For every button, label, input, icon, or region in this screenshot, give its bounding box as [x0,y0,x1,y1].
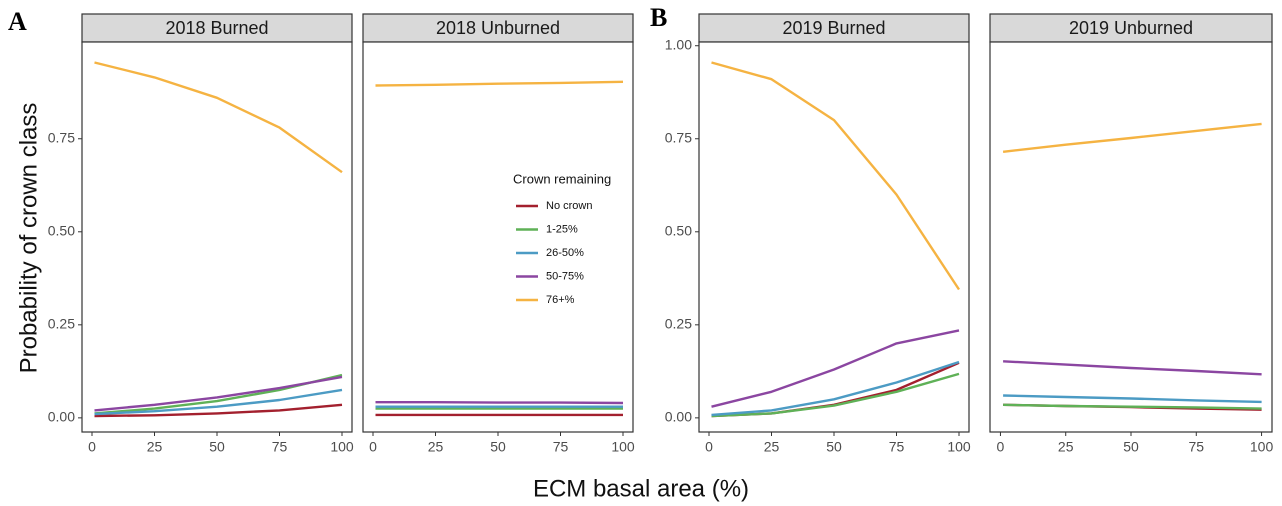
y-tick-label: 0.00 [665,409,692,425]
legend-label: 76+% [546,294,575,306]
x-tick-label: 100 [611,439,635,455]
x-tick-label: 50 [1123,439,1139,455]
y-tick-label: 0.25 [665,316,692,332]
x-tick-label: 0 [88,439,96,455]
y-tick-label: 0.50 [665,222,692,238]
series-line [1003,394,1262,404]
y-tick-label: 0.75 [48,129,75,145]
y-axis-title: Probability of crown class [15,103,42,374]
x-tick-label: 100 [330,439,354,455]
x-tick-label: 0 [705,439,713,455]
strip [81,13,353,43]
plot-area [81,41,353,433]
x-tick-label: 75 [272,439,288,455]
x-tick-label: 25 [147,439,163,455]
panel-title: 2018 Burned [165,18,268,38]
series-line [94,388,343,416]
x-tick-label: 50 [209,439,225,455]
series-line [94,375,343,412]
series-line [711,61,961,291]
y-tick-label: 0.75 [665,129,692,145]
panel-label: A [8,7,27,36]
panel-label: B [650,3,667,32]
legend-label: 50-75% [546,270,584,282]
series-line [1003,403,1262,410]
x-tick-label: 75 [553,439,569,455]
legend-label: 1-25% [546,223,578,235]
series-line [711,372,960,418]
plot-area [698,41,970,433]
legend-label: 26-50% [546,247,584,259]
x-tick-label: 25 [1058,439,1074,455]
series-line [375,80,624,87]
y-tick-label: 1.00 [665,36,692,52]
series-line [1002,122,1262,153]
legend-title: Crown remaining [513,171,611,186]
x-tick-label: 100 [1250,439,1274,455]
strip [362,13,634,43]
series-line [94,403,343,418]
series-line [94,61,343,174]
panel-title: 2019 Unburned [1069,18,1193,38]
x-tick-label: 75 [1188,439,1204,455]
x-tick-label: 25 [764,439,780,455]
series-line [711,360,960,417]
legend-label: No crown [546,200,592,212]
series-line [1003,360,1262,376]
x-axis-title: ECM basal area (%) [533,475,749,502]
x-tick-label: 100 [947,439,971,455]
x-tick-label: 25 [428,439,444,455]
panel-title: 2019 Burned [782,18,885,38]
plot-area [362,41,634,433]
x-tick-label: 0 [997,439,1005,455]
x-tick-label: 50 [826,439,842,455]
series-line [711,329,960,408]
x-tick-label: 50 [490,439,506,455]
y-tick-label: 0.00 [48,409,75,425]
x-tick-label: 75 [889,439,905,455]
panel-title: 2018 Unburned [436,18,560,38]
series-line [375,401,624,405]
y-tick-label: 0.50 [48,222,75,238]
y-tick-label: 0.25 [48,316,75,332]
x-tick-label: 0 [369,439,377,455]
